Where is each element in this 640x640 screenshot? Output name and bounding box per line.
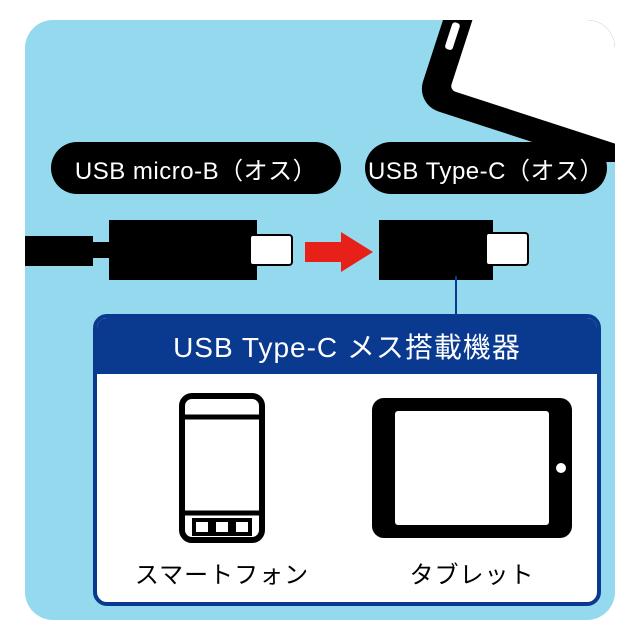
corner-device-icon <box>415 20 615 162</box>
label-pill-type-c-text: USB Type-C（オス） <box>368 151 604 186</box>
cable-inner <box>25 242 109 258</box>
arrow-icon <box>305 232 373 272</box>
plug-body-left <box>109 220 257 280</box>
diagram-panel: USB micro-B（オス） USB Type-C（オス） USB <box>25 20 615 620</box>
tablet-label: タブレット <box>410 555 535 590</box>
frame: USB micro-B（オス） USB Type-C（オス） USB <box>0 0 640 640</box>
label-pill-micro-b: USB micro-B（オス） <box>51 142 341 194</box>
devices-box-header: USB Type-C メス搭載機器 <box>97 318 597 374</box>
devices-box-title: USB Type-C メス搭載機器 <box>173 326 521 366</box>
connector-micro-b <box>25 212 295 290</box>
label-pill-micro-b-text: USB micro-B（オス） <box>75 151 317 186</box>
phone-label: スマートフォン <box>135 555 309 590</box>
plug-tip-right <box>485 232 529 266</box>
device-cell-tablet: タブレット <box>347 374 597 602</box>
callout-line <box>455 276 457 318</box>
plug-body-right <box>379 220 493 280</box>
device-cell-phone: スマートフォン <box>97 374 347 602</box>
connector-type-c <box>379 220 539 282</box>
devices-box: USB Type-C メス搭載機器 スマートフォン <box>93 314 601 606</box>
smartphone-icon <box>179 393 265 543</box>
label-pill-type-c: USB Type-C（オス） <box>365 142 607 194</box>
devices-row: スマートフォン タブレット <box>97 374 597 602</box>
plug-tip-left <box>249 234 293 266</box>
tablet-icon <box>367 393 577 543</box>
